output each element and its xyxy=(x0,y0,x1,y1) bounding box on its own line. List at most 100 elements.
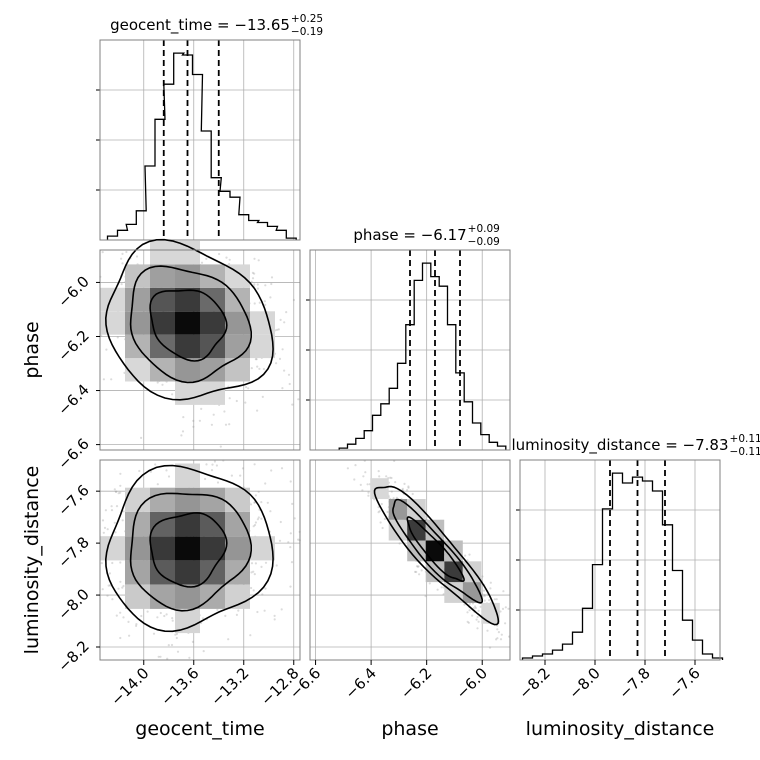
scatter-point xyxy=(260,517,263,520)
scatter-point xyxy=(106,528,109,531)
density-cell xyxy=(150,311,175,335)
scatter-point xyxy=(464,554,467,557)
density-cell xyxy=(200,511,225,537)
scatter-point xyxy=(463,603,466,606)
scatter-point xyxy=(383,517,386,521)
scatter-point xyxy=(287,373,291,376)
scatter-point xyxy=(381,526,384,530)
scatter-point xyxy=(253,302,256,305)
title-equals: = xyxy=(660,436,682,454)
scatter-point xyxy=(442,593,445,596)
scatter-point xyxy=(254,521,257,524)
scatter-point xyxy=(244,401,247,404)
y-tick-label: −7.6 xyxy=(54,481,92,519)
scatter-point xyxy=(283,369,286,372)
scatter-point xyxy=(156,381,159,384)
panel-luminosity_distance-1d: luminosity_distance = −7.83 +0.11−0.11 xyxy=(511,433,760,661)
scatter-point xyxy=(159,611,162,615)
scatter-point xyxy=(202,650,205,653)
scatter-point xyxy=(121,586,124,589)
scatter-point xyxy=(270,469,273,472)
scatter-point xyxy=(239,474,242,477)
scatter-point xyxy=(264,303,267,306)
scatter-point xyxy=(366,483,369,486)
scatter-point xyxy=(499,638,503,641)
scatter-point xyxy=(407,486,410,489)
x-tick-label: −14.0 xyxy=(107,664,152,709)
scatter-point xyxy=(417,565,420,568)
scatter-point xyxy=(149,470,152,473)
scatter-point xyxy=(500,633,503,636)
density-cell xyxy=(425,540,445,562)
scatter-point xyxy=(279,318,282,321)
scatter-point xyxy=(235,613,238,617)
scatter-point xyxy=(278,357,282,360)
scatter-point xyxy=(218,252,221,256)
scatter-point xyxy=(291,502,294,505)
density-cell xyxy=(125,560,150,585)
scatter-point xyxy=(477,620,480,623)
scatter-point xyxy=(378,510,381,513)
scatter-point xyxy=(210,469,214,472)
scatter-point xyxy=(377,470,380,473)
title-value: −6.17 xyxy=(421,226,467,244)
scatter-point xyxy=(210,423,213,426)
scatter-point xyxy=(263,609,266,612)
scatter-point xyxy=(122,510,125,513)
contour-line xyxy=(406,516,465,583)
scatter-point xyxy=(289,480,292,483)
density-cell xyxy=(370,478,389,499)
density-cell xyxy=(125,287,150,312)
scatter-point xyxy=(241,467,245,470)
panel-geocent_time-vs-luminosity_distance xyxy=(99,459,301,661)
scatter-point xyxy=(119,611,122,614)
x-tick-label: −8.2 xyxy=(515,664,553,702)
scatter-point xyxy=(256,610,259,614)
scatter-point xyxy=(250,586,253,590)
panel-geocent_time-1d: geocent_time = −13.65 +0.25−0.19 xyxy=(96,13,323,241)
scatter-point xyxy=(228,423,231,426)
scatter-point xyxy=(251,277,255,280)
scatter-point xyxy=(401,487,404,490)
scatter-point xyxy=(361,489,364,492)
scatter-point xyxy=(297,398,300,401)
scatter-point xyxy=(101,251,104,254)
scatter-point xyxy=(264,284,267,287)
x-tick-label: −7.8 xyxy=(615,664,653,702)
scatter-point xyxy=(100,562,103,565)
scatter-point xyxy=(171,619,174,622)
scatter-point xyxy=(115,490,118,493)
scatter-point xyxy=(367,494,370,497)
scatter-point xyxy=(192,425,195,428)
scatter-point xyxy=(119,472,122,475)
scatter-point xyxy=(253,501,256,504)
density-cell xyxy=(175,608,200,634)
scatter-point xyxy=(390,476,393,480)
scatter-point xyxy=(192,419,195,422)
density-cell xyxy=(150,584,175,609)
panel-frame xyxy=(309,459,511,661)
density-cell xyxy=(175,487,200,512)
scatter-point xyxy=(163,614,166,618)
scatter-point xyxy=(188,656,191,659)
scatter-point xyxy=(245,386,248,389)
scatter-point xyxy=(489,581,492,584)
scatter-point xyxy=(468,609,471,612)
panel-frame xyxy=(99,249,301,451)
scatter-point xyxy=(495,638,498,641)
scatter-point xyxy=(394,481,397,484)
scatter-point xyxy=(424,595,427,598)
scatter-point xyxy=(474,605,477,608)
scatter-point xyxy=(249,634,252,637)
scatter-point xyxy=(260,501,263,504)
x-tick-label: −6.0 xyxy=(453,664,491,702)
scatter-point xyxy=(156,483,159,486)
scatter-point xyxy=(205,257,208,260)
contour-line xyxy=(104,238,274,401)
density-cell xyxy=(150,334,175,359)
scatter-point xyxy=(212,413,215,416)
scatter-point xyxy=(115,505,119,508)
scatter-point xyxy=(269,296,272,299)
scatter-point xyxy=(289,585,292,588)
density-cell xyxy=(175,560,200,585)
